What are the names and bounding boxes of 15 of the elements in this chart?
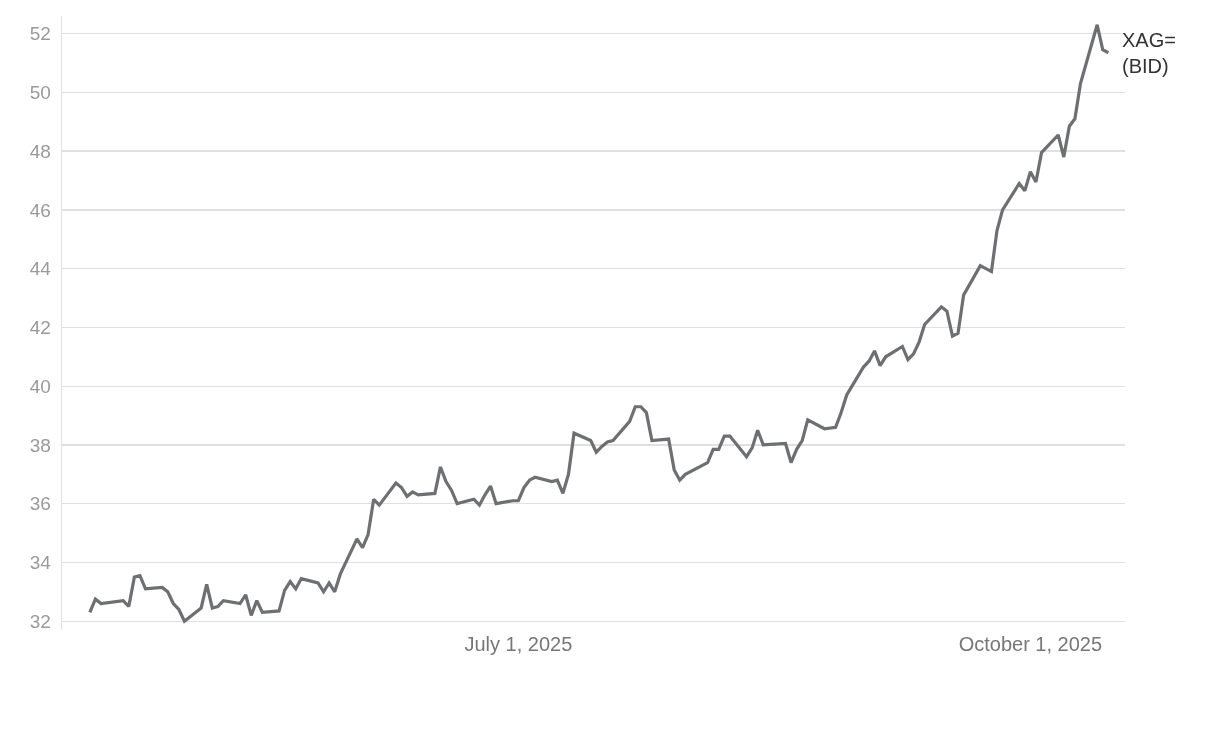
y-tick-label: 40 <box>29 375 51 397</box>
y-tick-label: 34 <box>29 552 52 574</box>
x-tick-label: July 1, 2025 <box>464 633 573 655</box>
series-label: XAG= (BID) <box>1122 29 1176 77</box>
y-tick-label: 50 <box>29 82 51 104</box>
y-tick-label: 32 <box>29 610 51 632</box>
y-tick-label: 46 <box>29 199 51 221</box>
y-tick-label: 36 <box>29 493 51 515</box>
y-tick-label: 48 <box>29 140 51 162</box>
x-tick-label: October 1, 2025 <box>958 633 1103 655</box>
y-tick-label: 42 <box>29 317 51 339</box>
y-tick-label: 38 <box>29 434 51 456</box>
y-tick-label: 44 <box>29 258 52 280</box>
line-series <box>88 23 1110 623</box>
y-tick-label: 52 <box>29 23 51 45</box>
